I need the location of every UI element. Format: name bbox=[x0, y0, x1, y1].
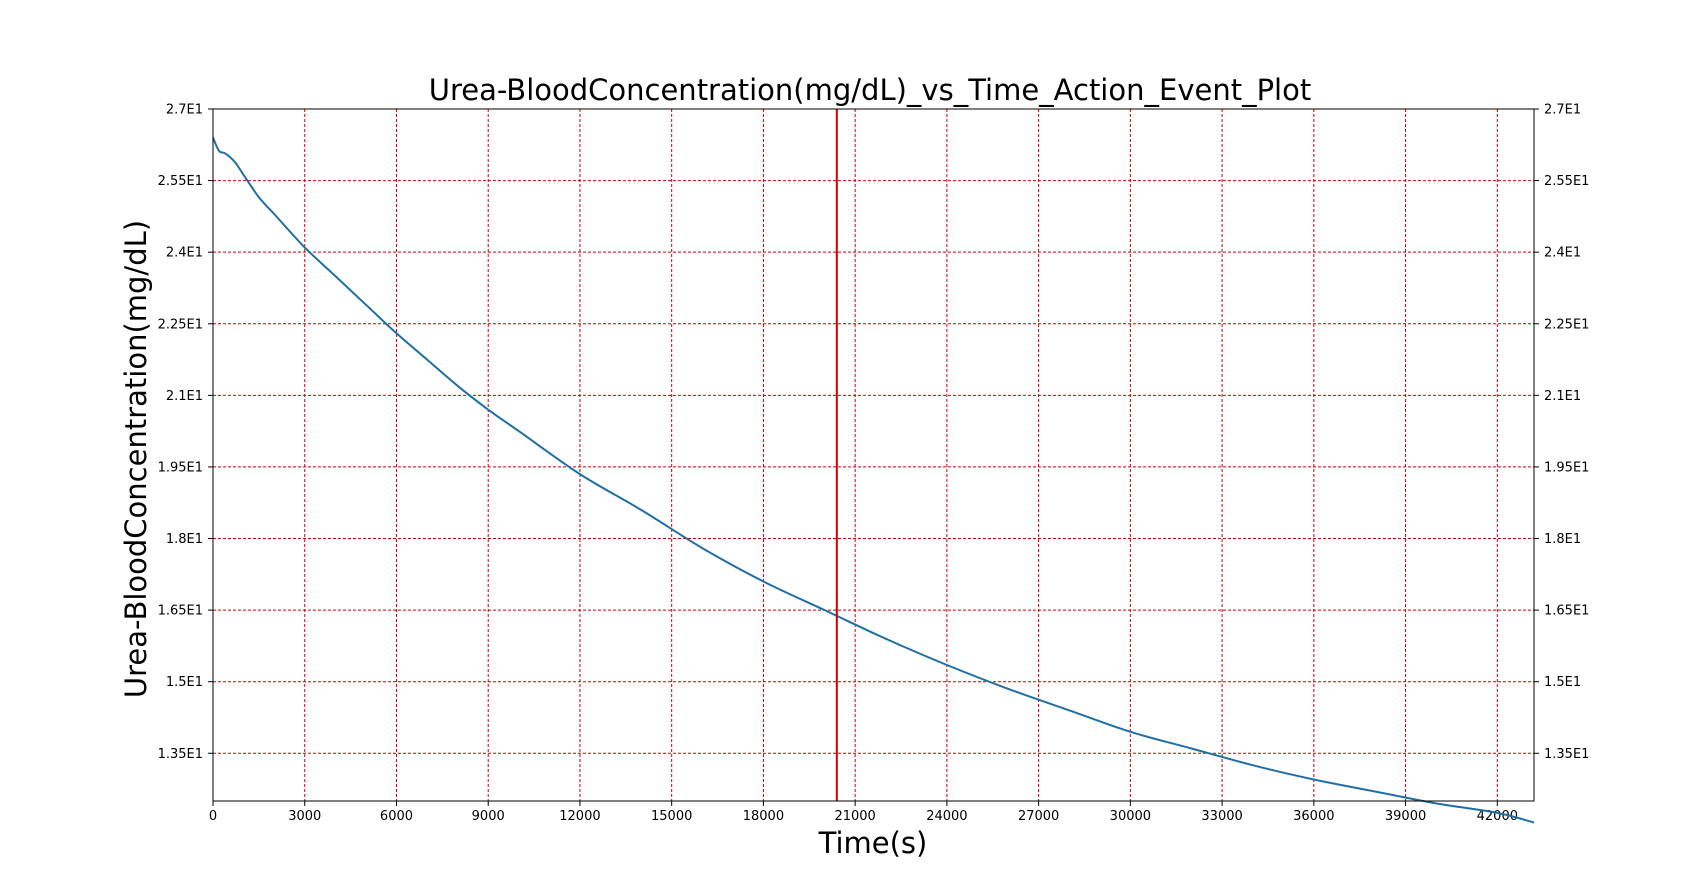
x-axis-label: Time(s) bbox=[818, 826, 928, 860]
x-tick-label: 21000 bbox=[834, 809, 875, 824]
y-tick-label-left: 2.25E1 bbox=[158, 317, 203, 332]
x-tick-label: 36000 bbox=[1293, 809, 1334, 824]
y-tick-label-right: 1.5E1 bbox=[1544, 675, 1581, 690]
plot-area bbox=[212, 109, 1535, 824]
x-tick-label: 39000 bbox=[1385, 809, 1426, 824]
y-tick-label-left: 2.7E1 bbox=[166, 103, 203, 118]
y-tick-label-right: 2.1E1 bbox=[1544, 389, 1581, 404]
y-tick-label-left: 1.35E1 bbox=[158, 747, 203, 762]
x-tick-label: 3000 bbox=[288, 809, 321, 824]
x-tick-label: 30000 bbox=[1110, 809, 1151, 824]
y-tick-label-left: 2.55E1 bbox=[158, 174, 203, 189]
y-tick-label-left: 1.5E1 bbox=[166, 675, 203, 690]
y-tick-label-right: 2.4E1 bbox=[1544, 246, 1581, 261]
y-tick-label-right: 1.8E1 bbox=[1544, 532, 1581, 547]
y-tick-label-right: 2.55E1 bbox=[1544, 174, 1589, 189]
y-tick-label-left: 1.95E1 bbox=[158, 460, 203, 475]
y-tick-label-right: 2.7E1 bbox=[1544, 103, 1581, 118]
y-tick-label-left: 2.1E1 bbox=[166, 389, 203, 404]
x-tick-label: 42000 bbox=[1477, 809, 1518, 824]
chart-title: Urea-BloodConcentration(mg/dL)_vs_Time_A… bbox=[429, 73, 1311, 107]
x-tick-label: 9000 bbox=[472, 809, 505, 824]
series-line bbox=[212, 137, 1535, 824]
y-tick-label-left: 2.4E1 bbox=[166, 246, 203, 261]
y-tick-label-right: 1.65E1 bbox=[1544, 604, 1589, 619]
x-tick-label: 27000 bbox=[1018, 809, 1059, 824]
y-tick-label-right: 2.25E1 bbox=[1544, 317, 1589, 332]
x-tick-label: 33000 bbox=[1201, 809, 1242, 824]
axis-ticks: 0 3000 6000 9000 12000 15000 18000 21000 24000 27… bbox=[158, 103, 1590, 825]
x-tick-label: 18000 bbox=[743, 809, 784, 824]
x-tick-label: 0 bbox=[209, 809, 217, 824]
y-axis-label: Urea-BloodConcentration(mg/dL) bbox=[119, 220, 153, 698]
grid bbox=[213, 109, 1534, 801]
y-tick-label-left: 1.8E1 bbox=[166, 532, 203, 547]
y-tick-label-left: 1.65E1 bbox=[158, 604, 203, 619]
y-tick-label-right: 1.95E1 bbox=[1544, 460, 1589, 475]
y-tick-label-right: 1.35E1 bbox=[1544, 747, 1589, 762]
plot-frame bbox=[212, 108, 1535, 802]
x-tick-label: 24000 bbox=[926, 809, 967, 824]
x-tick-label: 12000 bbox=[559, 809, 600, 824]
x-tick-label: 6000 bbox=[380, 809, 413, 824]
x-tick-label: 15000 bbox=[651, 809, 692, 824]
